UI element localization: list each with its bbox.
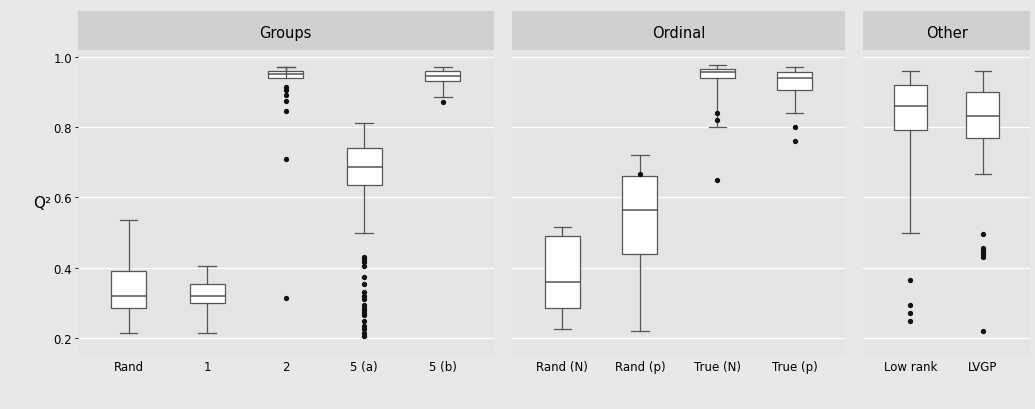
Text: Other: Other	[925, 26, 968, 41]
PathPatch shape	[777, 73, 812, 91]
PathPatch shape	[347, 149, 382, 186]
PathPatch shape	[425, 72, 461, 82]
Text: Groups: Groups	[260, 26, 312, 41]
PathPatch shape	[268, 72, 303, 79]
PathPatch shape	[622, 177, 657, 254]
PathPatch shape	[189, 284, 225, 303]
Text: Ordinal: Ordinal	[652, 26, 705, 41]
PathPatch shape	[967, 92, 999, 138]
PathPatch shape	[111, 272, 146, 308]
PathPatch shape	[700, 70, 735, 79]
PathPatch shape	[894, 85, 926, 131]
PathPatch shape	[545, 236, 580, 308]
Y-axis label: Q²: Q²	[33, 196, 52, 211]
